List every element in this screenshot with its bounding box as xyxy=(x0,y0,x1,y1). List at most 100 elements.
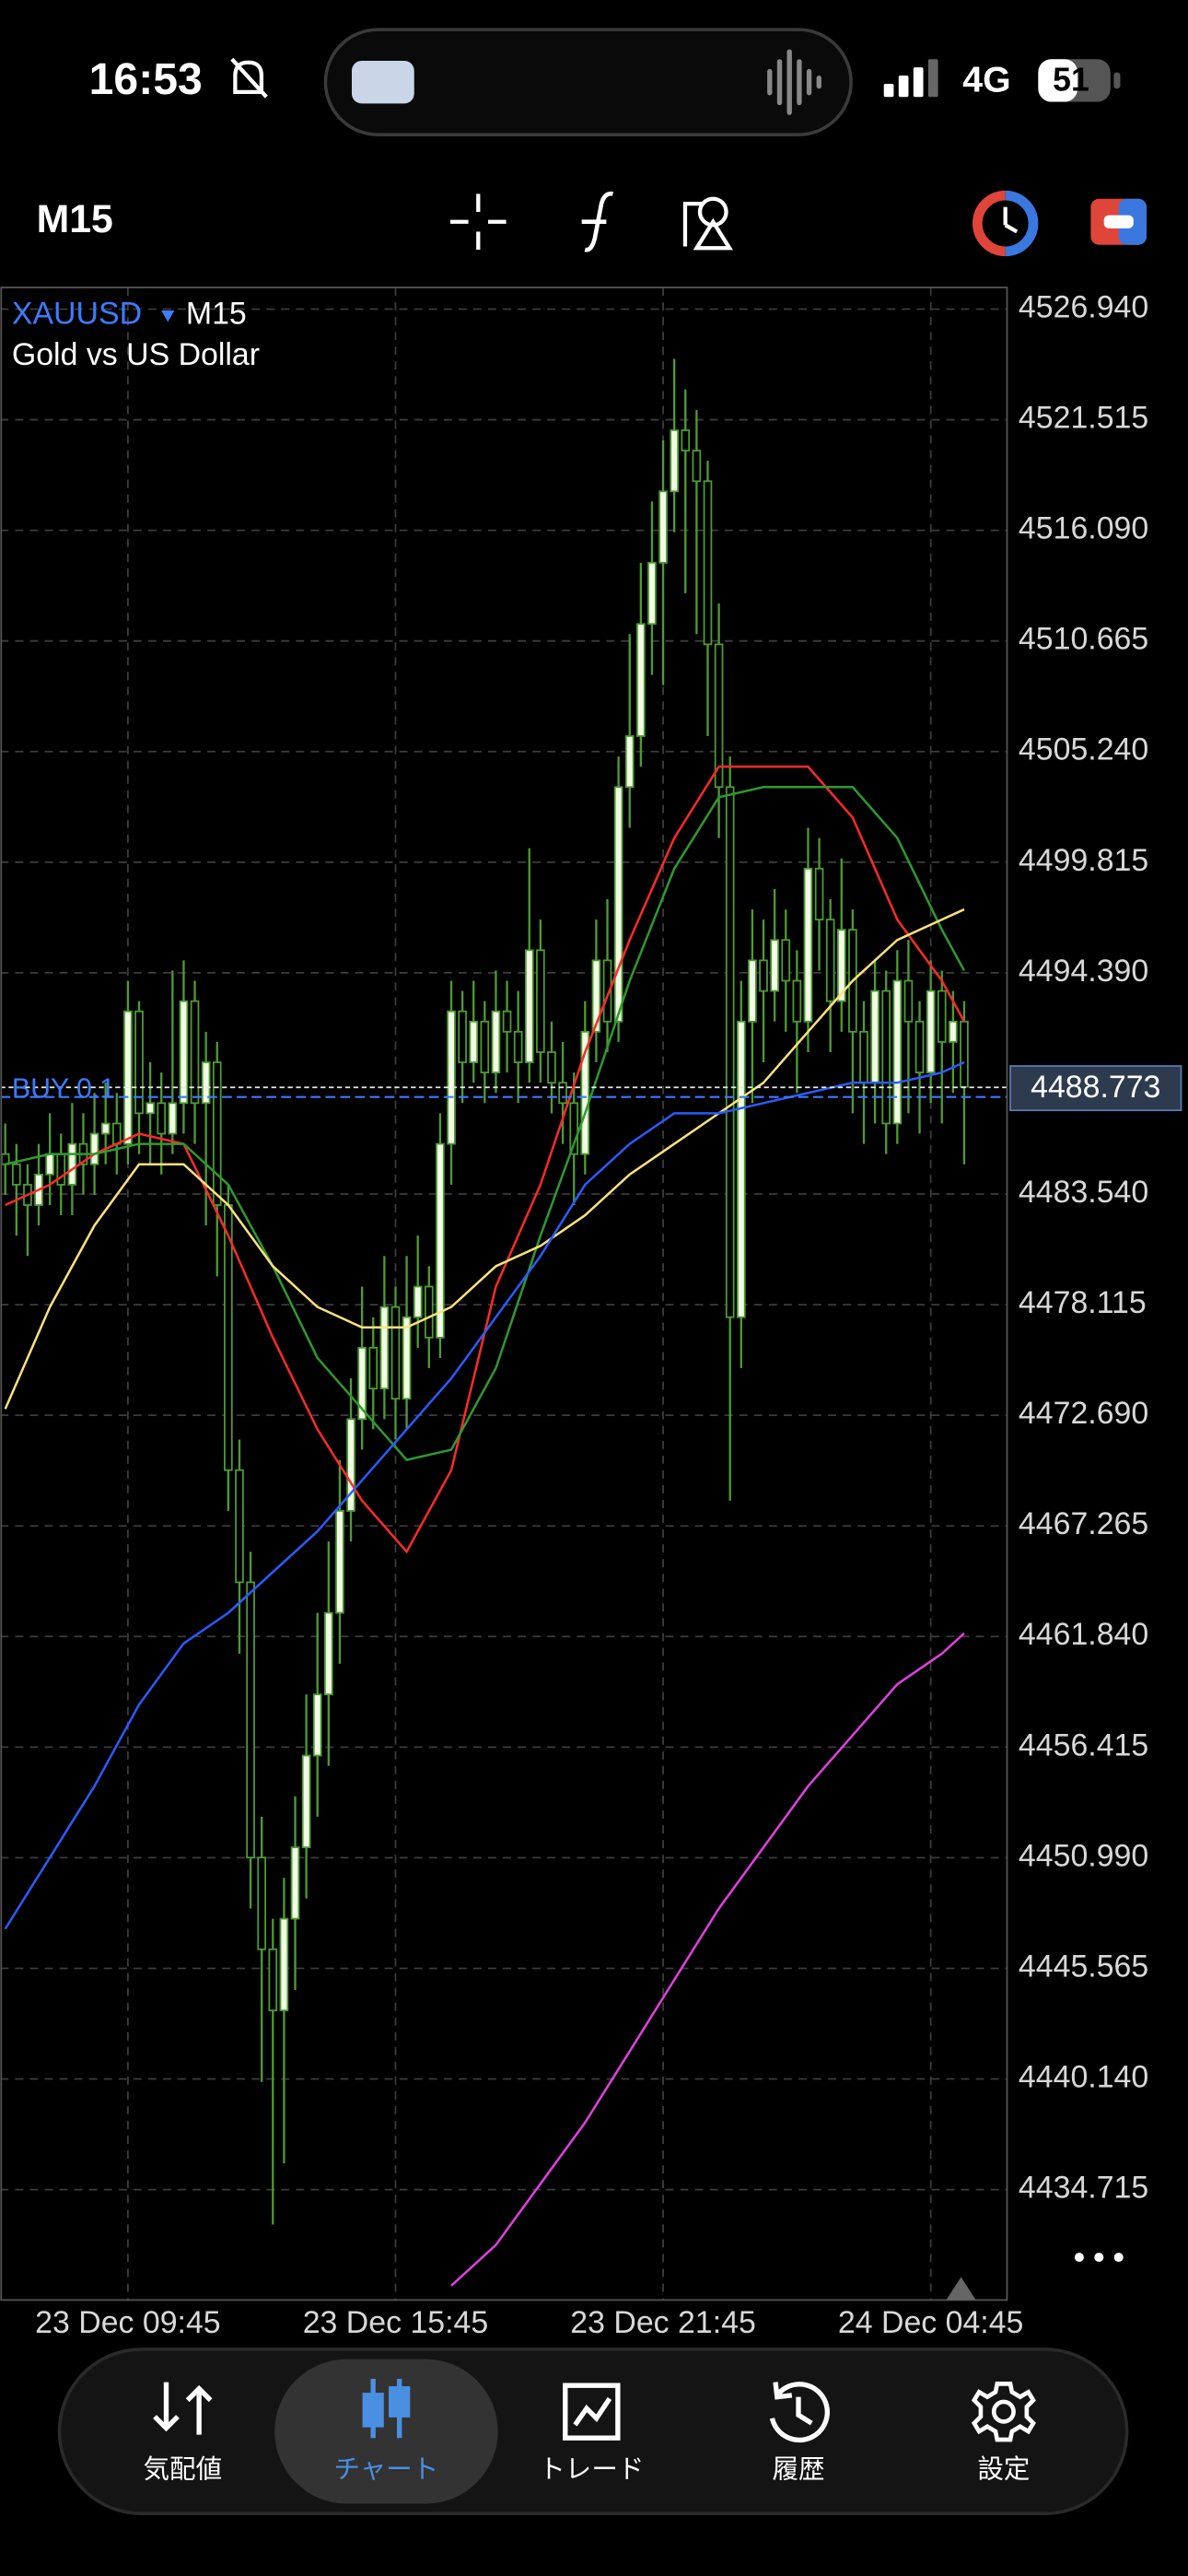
tab-button[interactable] xyxy=(563,2383,621,2441)
tab-button[interactable] xyxy=(362,2379,411,2439)
one-click-trading-button[interactable] xyxy=(973,190,1039,257)
candle-body xyxy=(179,1000,189,1105)
candle-body xyxy=(123,1010,133,1145)
candle-body xyxy=(224,1204,233,1471)
network-type: 4G xyxy=(962,60,1010,100)
battery-percent: 51 xyxy=(1053,62,1089,99)
candle-body xyxy=(246,1581,255,1859)
y-tick-label: 4434.715 xyxy=(1019,2171,1148,2206)
candle-body xyxy=(714,643,724,789)
candle-body xyxy=(212,1061,222,1206)
candle-body xyxy=(814,867,824,921)
tab-icon xyxy=(769,2382,830,2443)
candle-body xyxy=(636,623,646,737)
candle-body xyxy=(469,1020,479,1063)
candle-body xyxy=(67,1142,77,1186)
symbol-description: Gold vs US Dollar xyxy=(12,337,260,372)
candle-body xyxy=(569,1102,579,1155)
candle-body xyxy=(45,1153,54,1176)
chart-frame xyxy=(0,287,1008,2301)
candle-body xyxy=(491,1010,501,1074)
crosshair-button[interactable] xyxy=(449,193,507,251)
candle-body xyxy=(324,1611,333,1696)
candle-body xyxy=(146,1102,155,1115)
candle-body xyxy=(803,867,813,1023)
candle-body xyxy=(949,1020,958,1043)
y-tick-label: 4450.990 xyxy=(1019,1838,1148,1873)
y-tick-label: 4510.665 xyxy=(1019,622,1148,657)
candle-body xyxy=(458,1010,467,1063)
tab-label[interactable]: チャート xyxy=(334,2454,439,2484)
tab-label[interactable]: 気配値 xyxy=(144,2454,223,2484)
island-waveform xyxy=(767,49,821,115)
candle-body xyxy=(134,1010,144,1115)
tab-label[interactable]: 設定 xyxy=(977,2454,1030,2484)
symbol-dropdown[interactable] xyxy=(161,310,175,322)
y-tick-label: 4505.240 xyxy=(1019,732,1148,767)
timeframe-button[interactable]: M15 xyxy=(37,197,113,241)
chart-timeframe: M15 xyxy=(186,296,247,331)
candle-body xyxy=(926,989,936,1074)
candle-body xyxy=(658,490,668,564)
battery-tip xyxy=(1113,72,1121,89)
candle-body xyxy=(290,1846,300,1920)
tab-label[interactable]: トレード xyxy=(539,2454,644,2484)
candle-body xyxy=(737,1020,746,1318)
candle-body xyxy=(859,1030,868,1084)
y-tick-label: 4494.390 xyxy=(1019,954,1148,989)
moving-average-line xyxy=(5,765,966,1554)
candle-body xyxy=(268,1948,278,2012)
moving-average-line xyxy=(4,907,965,1410)
candle-body xyxy=(624,735,635,789)
candle-body xyxy=(480,1020,490,1074)
active-tab-highlight xyxy=(274,2359,498,2504)
tab-icon xyxy=(971,2382,1036,2442)
y-tick-label: 4456.415 xyxy=(1019,1727,1148,1762)
silent-icon xyxy=(230,57,268,99)
axes: 4526.940 4521.515 4516.090 4510.665 4505.240… xyxy=(35,289,1148,2340)
candle-body xyxy=(703,480,713,646)
candle-body xyxy=(447,1010,456,1145)
candle-body xyxy=(235,1469,244,1584)
moving-average-line xyxy=(450,1632,965,2287)
y-tick-label: 4516.090 xyxy=(1019,511,1148,546)
candle-body xyxy=(725,786,735,1318)
chart-shift-marker[interactable] xyxy=(946,2277,976,2301)
candle-body xyxy=(390,1306,401,1400)
candle-body xyxy=(190,1000,200,1105)
y-tick-label: 4467.265 xyxy=(1019,1506,1148,1541)
order-label[interactable]: BUY 0.1 xyxy=(12,1074,115,1105)
candle-body xyxy=(836,929,846,1002)
candle-body xyxy=(748,959,757,1023)
candle-body xyxy=(792,979,802,1023)
candle-body xyxy=(513,1030,523,1063)
more-button[interactable] xyxy=(1074,2253,1124,2263)
symbol[interactable]: XAUUSD xyxy=(12,296,142,331)
moving-average-line xyxy=(4,1060,965,1930)
candle-body xyxy=(870,989,879,1084)
tabs: 気配値 チャート トレード 履歴 設定 xyxy=(144,2359,1036,2504)
candle-body xyxy=(914,1020,925,1074)
objects-button[interactable] xyxy=(682,196,733,251)
battery-level xyxy=(1038,59,1078,102)
candle-body xyxy=(670,429,679,493)
candle-body xyxy=(368,1346,379,1390)
y-tick-label: 4499.815 xyxy=(1019,843,1148,878)
tab-button[interactable] xyxy=(971,2382,1036,2442)
tab-button[interactable] xyxy=(769,2382,830,2443)
candle-body xyxy=(781,939,791,982)
candle-body xyxy=(201,1061,211,1105)
indicators-button[interactable] xyxy=(581,191,613,252)
trade-button[interactable] xyxy=(1090,198,1147,245)
candle-body xyxy=(613,786,623,1023)
tab-label[interactable]: 履歴 xyxy=(772,2454,824,2484)
candle-body xyxy=(379,1306,390,1390)
y-tick-label: 4483.540 xyxy=(1019,1175,1148,1210)
candle-body xyxy=(892,979,903,1125)
candle-body xyxy=(257,1856,267,1950)
tab-button[interactable] xyxy=(153,2382,213,2435)
candle-body xyxy=(903,979,914,1023)
candle-body xyxy=(335,1510,344,1614)
tab-icon xyxy=(153,2382,213,2435)
